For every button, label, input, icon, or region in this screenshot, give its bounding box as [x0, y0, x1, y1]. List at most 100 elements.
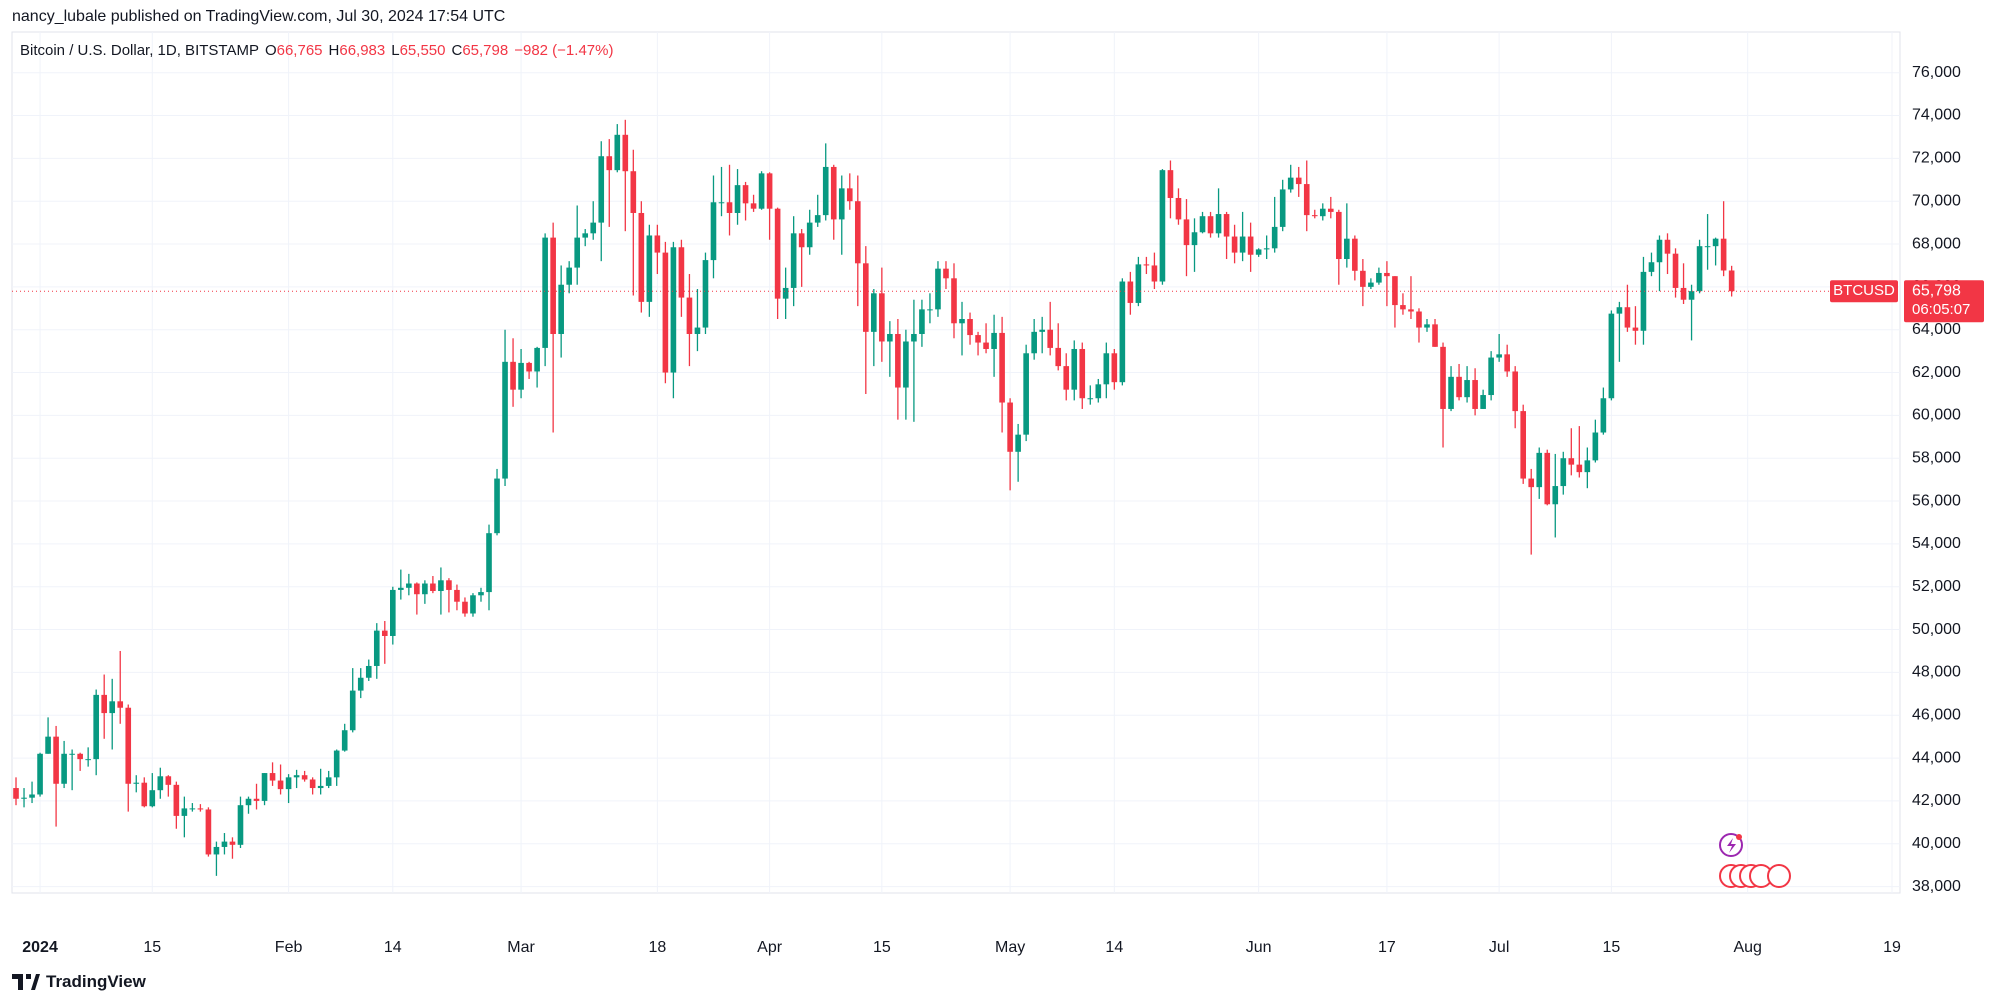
candle-body	[1127, 281, 1134, 303]
x-tick-label: 2024	[22, 939, 58, 956]
flag-icon	[1767, 864, 1791, 888]
candle-body	[887, 333, 893, 342]
candle-body	[1520, 411, 1527, 479]
x-tick-label: 17	[1378, 939, 1396, 956]
y-tick-label: 46,000	[1912, 706, 1961, 723]
ohlc-item: H66,983	[329, 42, 386, 59]
candle-body	[1392, 276, 1398, 306]
candle-body	[654, 235, 661, 253]
candle-body	[614, 134, 621, 171]
candle-body	[1247, 236, 1254, 255]
candle-body	[814, 215, 821, 223]
ohlc-item: C65,798	[451, 42, 508, 59]
candle-body	[1648, 262, 1655, 272]
candle-body	[1135, 264, 1142, 303]
y-tick-label: 38,000	[1912, 878, 1961, 895]
y-tick-label: 70,000	[1912, 192, 1961, 209]
candle-body	[1656, 239, 1663, 263]
candle-body	[1680, 287, 1687, 300]
candle-body	[45, 736, 51, 754]
candle-body	[398, 587, 404, 590]
candle-body	[1215, 214, 1222, 234]
candle-body	[69, 753, 75, 755]
candle-body	[758, 173, 765, 209]
y-tick-label: 54,000	[1912, 535, 1961, 552]
candle-body	[1352, 238, 1358, 271]
y-tick-label: 40,000	[1912, 835, 1961, 852]
candle-body	[1672, 253, 1679, 288]
ohlc-key: L	[391, 42, 400, 59]
candle-body	[1031, 331, 1037, 354]
legend: Bitcoin / U.S. Dollar, 1D, BITSTAMP O66,…	[20, 42, 613, 59]
candle-body	[1576, 464, 1583, 473]
candle-body	[1159, 170, 1166, 282]
symbol-tag: BTCUSD	[1833, 282, 1895, 299]
candle-body	[694, 327, 701, 334]
candle-body	[349, 690, 356, 731]
candle-body	[341, 730, 348, 751]
candle-body	[1432, 324, 1438, 347]
candle-body	[1239, 236, 1246, 253]
candle-body	[846, 188, 853, 202]
y-tick-label: 62,000	[1912, 364, 1961, 381]
candle-body	[93, 694, 99, 760]
ohlc-item: L65,550	[391, 42, 445, 59]
candle-body	[21, 797, 27, 799]
candle-body	[101, 694, 108, 714]
x-tick-label: 18	[648, 939, 666, 956]
candle-body	[1416, 311, 1422, 328]
candle-body	[590, 222, 597, 234]
candle-body	[951, 278, 957, 324]
candle-body	[1440, 346, 1446, 409]
candle-body	[1536, 452, 1543, 488]
ohlc-value: 65,798	[462, 42, 509, 59]
y-tick-label: 58,000	[1912, 449, 1961, 466]
candle-body	[678, 247, 685, 298]
ohlc-value: 66,765	[276, 42, 323, 59]
candle-body	[261, 773, 268, 801]
candle-body	[1712, 238, 1719, 247]
candle-body	[1119, 281, 1126, 383]
candle-body	[558, 284, 564, 334]
candle-body	[454, 589, 460, 602]
candle-body	[125, 707, 132, 784]
candle-body	[197, 808, 204, 810]
candle-body	[1632, 327, 1639, 331]
candle-body	[53, 736, 59, 784]
candle-body	[975, 335, 981, 343]
candle-body	[766, 173, 773, 209]
ohlc-key: O	[264, 42, 277, 59]
candle-body	[29, 794, 35, 798]
candle-body	[13, 788, 19, 799]
candle-body	[1199, 216, 1206, 233]
candle-body	[422, 583, 428, 595]
candle-body	[1047, 329, 1054, 348]
candle-body	[357, 677, 364, 691]
brand: TradingView	[46, 972, 146, 991]
candle-body	[61, 753, 67, 784]
candle-body	[574, 237, 581, 268]
countdown: 06:05:07	[1912, 301, 1970, 318]
candle-body	[1368, 282, 1374, 287]
candle-body	[1616, 307, 1623, 314]
candle-body	[790, 233, 797, 288]
candle-body	[1111, 353, 1118, 383]
candle-body	[734, 185, 741, 213]
candle-body	[1279, 189, 1286, 227]
candle-body	[1095, 384, 1102, 399]
x-tick-label: Feb	[275, 939, 303, 956]
candle-body	[782, 287, 789, 299]
candle-body	[662, 252, 669, 373]
candle-body	[854, 201, 861, 264]
candle-body	[325, 777, 332, 786]
candle-body	[1207, 216, 1214, 234]
candle-body	[1063, 366, 1070, 390]
y-tick-label: 72,000	[1912, 150, 1961, 167]
candle-body	[1055, 347, 1062, 367]
candle-body	[1720, 238, 1727, 271]
candle-body	[277, 780, 284, 790]
candle-body	[1544, 452, 1551, 505]
candle-body	[381, 630, 388, 636]
